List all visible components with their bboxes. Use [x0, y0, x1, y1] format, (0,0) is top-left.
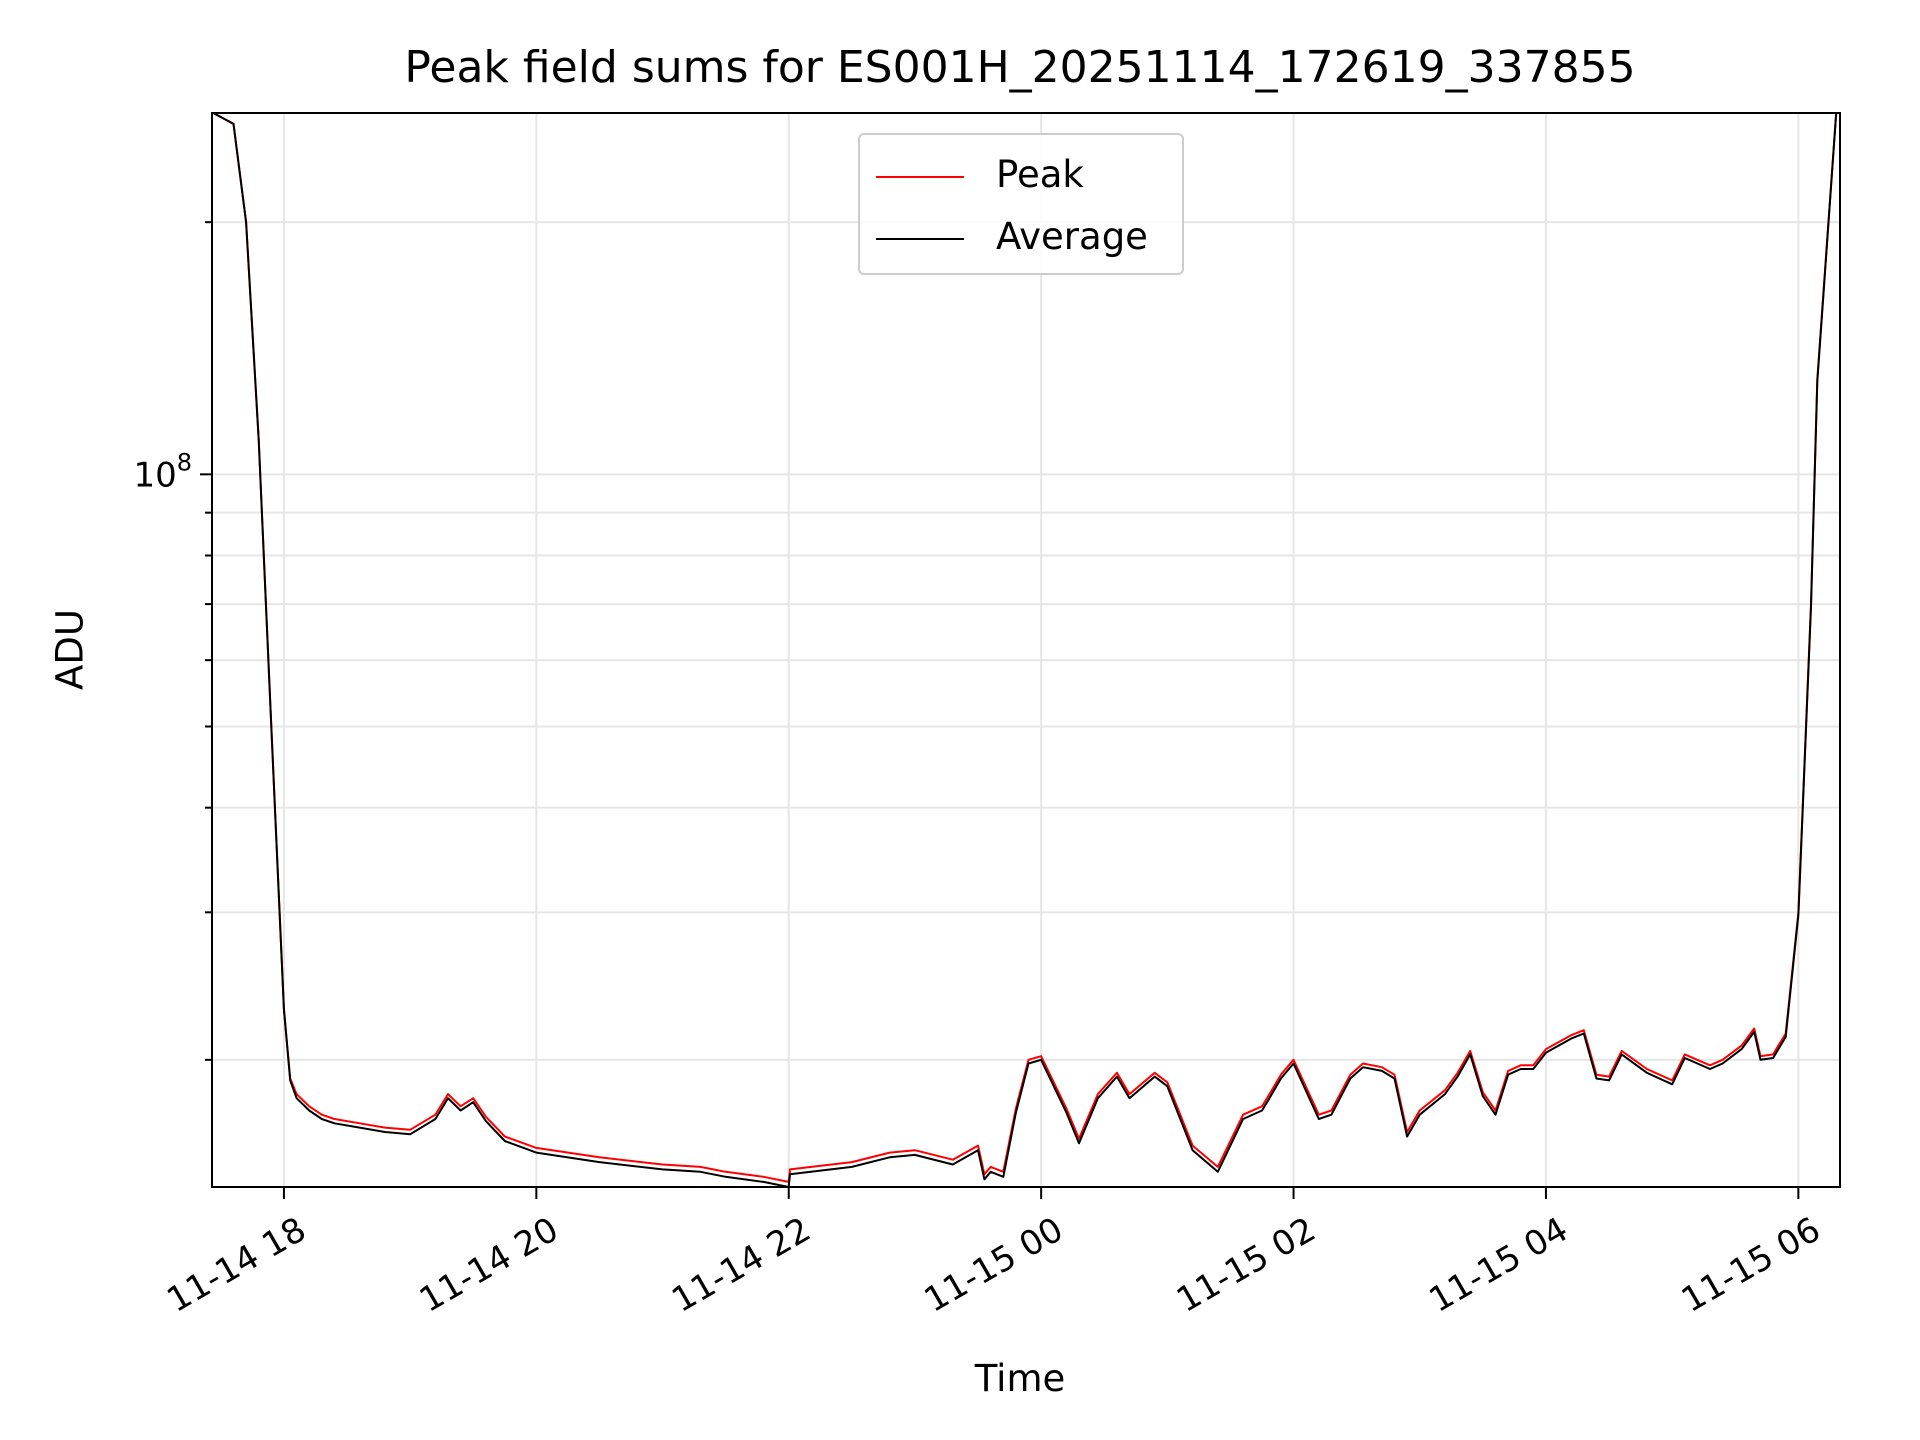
legend-item-average: Average — [860, 209, 1182, 269]
legend-label-peak: Peak — [996, 153, 1084, 196]
x-tick-label: 11-15 06 — [1675, 1210, 1827, 1321]
series-line-average — [212, 113, 1838, 1187]
plot-lines — [212, 113, 1838, 1187]
legend-label-average: Average — [996, 215, 1148, 258]
plot-frame — [211, 112, 1841, 1188]
x-tick-label: 11-14 18 — [160, 1210, 312, 1321]
legend-swatch-peak — [876, 176, 964, 178]
x-axis-ticks: 11-14 18 11-14 20 11-14 22 11-15 00 11-15 02… — [160, 1187, 1827, 1321]
x-tick-label: 11-15 02 — [1170, 1210, 1322, 1321]
x-tick-label: 11-14 22 — [665, 1210, 817, 1321]
x-tick-label: 11-15 04 — [1422, 1210, 1574, 1321]
y-axis-ticks: 108 — [133, 221, 212, 1061]
x-axis-label: Time — [974, 1357, 1066, 1400]
y-axis-label: ADU — [48, 609, 92, 690]
legend-swatch-average — [876, 238, 964, 240]
chart-title: Peak field sums for ES001H_20251114_1726… — [404, 42, 1636, 93]
x-tick-label: 11-15 00 — [918, 1210, 1070, 1321]
x-tick-label: 11-14 20 — [413, 1210, 565, 1321]
y-tick-label: 108 — [133, 448, 192, 495]
legend-item-peak: Peak — [860, 147, 1182, 207]
series-line-peak — [212, 113, 1838, 1183]
legend: Peak Average — [858, 133, 1184, 275]
